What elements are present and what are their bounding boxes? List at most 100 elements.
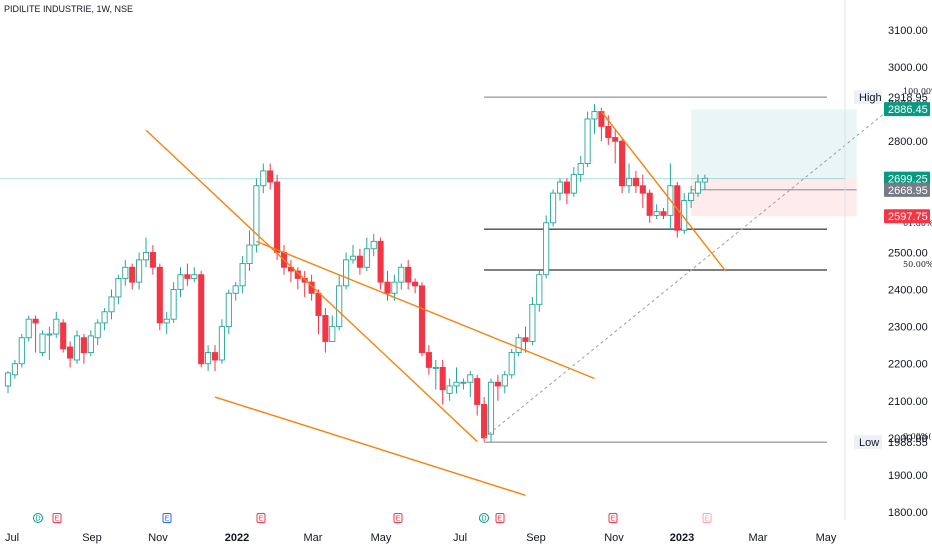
candle-body[interactable] xyxy=(94,322,101,339)
candle-body[interactable] xyxy=(25,318,32,339)
candle-body[interactable] xyxy=(60,322,67,350)
candle-body[interactable] xyxy=(198,274,205,365)
candle-body[interactable] xyxy=(363,248,370,268)
candle-body[interactable] xyxy=(336,285,343,328)
candle-body[interactable] xyxy=(329,326,336,342)
candle-body[interactable] xyxy=(11,363,18,376)
price-axis[interactable]: 3100.003000.002900.002800.002700.002600.… xyxy=(888,25,928,519)
earnings-marker[interactable] xyxy=(162,513,172,523)
candle-body[interactable] xyxy=(605,125,612,138)
candle-body[interactable] xyxy=(349,255,357,261)
trendline[interactable] xyxy=(256,240,595,380)
candle-body[interactable] xyxy=(688,192,695,202)
candle-body[interactable] xyxy=(163,318,170,324)
trendlines[interactable] xyxy=(145,96,906,496)
candle-body[interactable] xyxy=(170,289,177,320)
candle-body[interactable] xyxy=(384,281,391,294)
candle-body[interactable] xyxy=(191,274,198,279)
trendline[interactable] xyxy=(214,396,526,496)
candle-body[interactable] xyxy=(246,244,253,265)
earnings-marker[interactable] xyxy=(495,513,505,523)
candle-body[interactable] xyxy=(267,170,274,183)
candle-body[interactable] xyxy=(101,311,108,324)
candle-body[interactable] xyxy=(177,274,184,290)
dividend-marker[interactable] xyxy=(33,513,43,523)
candle-body[interactable] xyxy=(129,266,136,283)
earnings-marker[interactable] xyxy=(608,513,618,523)
candle-body[interactable] xyxy=(122,266,129,279)
candle-body[interactable] xyxy=(598,111,605,127)
candle-body[interactable] xyxy=(508,352,515,376)
candle-body[interactable] xyxy=(529,303,536,342)
candle-body[interactable] xyxy=(515,337,522,354)
candle-body[interactable] xyxy=(536,274,543,305)
dividend-marker[interactable] xyxy=(479,513,489,523)
candle-body[interactable] xyxy=(87,335,94,354)
candle-body[interactable] xyxy=(577,163,584,176)
earnings-marker[interactable] xyxy=(256,513,266,523)
candle-body[interactable] xyxy=(39,333,46,354)
candle-body[interactable] xyxy=(439,366,446,391)
earnings-marker[interactable] xyxy=(702,513,712,523)
candle-body[interactable] xyxy=(481,404,488,439)
candle-body[interactable] xyxy=(591,111,598,120)
candle-body[interactable] xyxy=(425,352,432,368)
candle-body[interactable] xyxy=(356,255,363,268)
candle-body[interactable] xyxy=(632,177,639,187)
candle-body[interactable] xyxy=(205,352,212,365)
candle-body[interactable] xyxy=(136,259,143,283)
candle-body[interactable] xyxy=(211,352,219,361)
candle-body[interactable] xyxy=(550,192,557,224)
candle-body[interactable] xyxy=(53,318,60,335)
candle-body[interactable] xyxy=(239,263,246,287)
candle-body[interactable] xyxy=(315,292,322,316)
candle-body[interactable] xyxy=(218,326,225,361)
candle-body[interactable] xyxy=(612,137,619,142)
candle-body[interactable] xyxy=(412,281,419,287)
candle-body[interactable] xyxy=(149,252,156,268)
candle-body[interactable] xyxy=(563,181,570,194)
candle-body[interactable] xyxy=(391,281,398,294)
candle-body[interactable] xyxy=(639,185,646,194)
candle-body[interactable] xyxy=(4,372,12,387)
candle-body[interactable] xyxy=(694,181,702,194)
candle-body[interactable] xyxy=(377,240,384,283)
candle-body[interactable] xyxy=(556,181,564,194)
candle-body[interactable] xyxy=(405,266,412,283)
candle-body[interactable] xyxy=(701,177,708,183)
candle-body[interactable] xyxy=(619,140,626,187)
candle-body[interactable] xyxy=(274,181,281,253)
candle-body[interactable] xyxy=(73,335,81,361)
candle-body[interactable] xyxy=(660,211,667,216)
candle-body[interactable] xyxy=(142,252,150,261)
candle-body[interactable] xyxy=(494,381,501,387)
time-axis[interactable]: Jul Sep Nov 2022 Mar May Jul Sep Nov 2023 Mar May xyxy=(5,532,837,544)
candle-body[interactable] xyxy=(67,346,74,359)
candle-body[interactable] xyxy=(225,292,232,328)
candle-body[interactable] xyxy=(522,337,529,342)
candle-body[interactable] xyxy=(446,385,453,394)
candle-body[interactable] xyxy=(46,333,53,336)
candle-body[interactable] xyxy=(467,374,474,383)
candle-body[interactable] xyxy=(487,381,495,435)
candle-body[interactable] xyxy=(453,381,460,387)
candle-body[interactable] xyxy=(18,337,25,365)
earnings-marker[interactable] xyxy=(52,513,62,523)
candle-body[interactable] xyxy=(322,315,329,342)
candle-body[interactable] xyxy=(260,170,267,187)
candle-body[interactable] xyxy=(253,185,260,246)
candle-body[interactable] xyxy=(398,266,405,283)
candle-body[interactable] xyxy=(32,318,39,324)
candle-body[interactable] xyxy=(232,285,239,294)
candle-body[interactable] xyxy=(460,381,467,384)
candle-body[interactable] xyxy=(156,266,163,324)
candles[interactable] xyxy=(4,104,708,442)
candle-body[interactable] xyxy=(584,118,591,164)
candle-body[interactable] xyxy=(108,296,115,313)
earnings-marker[interactable] xyxy=(393,513,403,523)
candle-body[interactable] xyxy=(646,192,653,216)
fib-trend-dashed-line[interactable] xyxy=(483,96,906,439)
candle-body[interactable] xyxy=(80,337,87,354)
